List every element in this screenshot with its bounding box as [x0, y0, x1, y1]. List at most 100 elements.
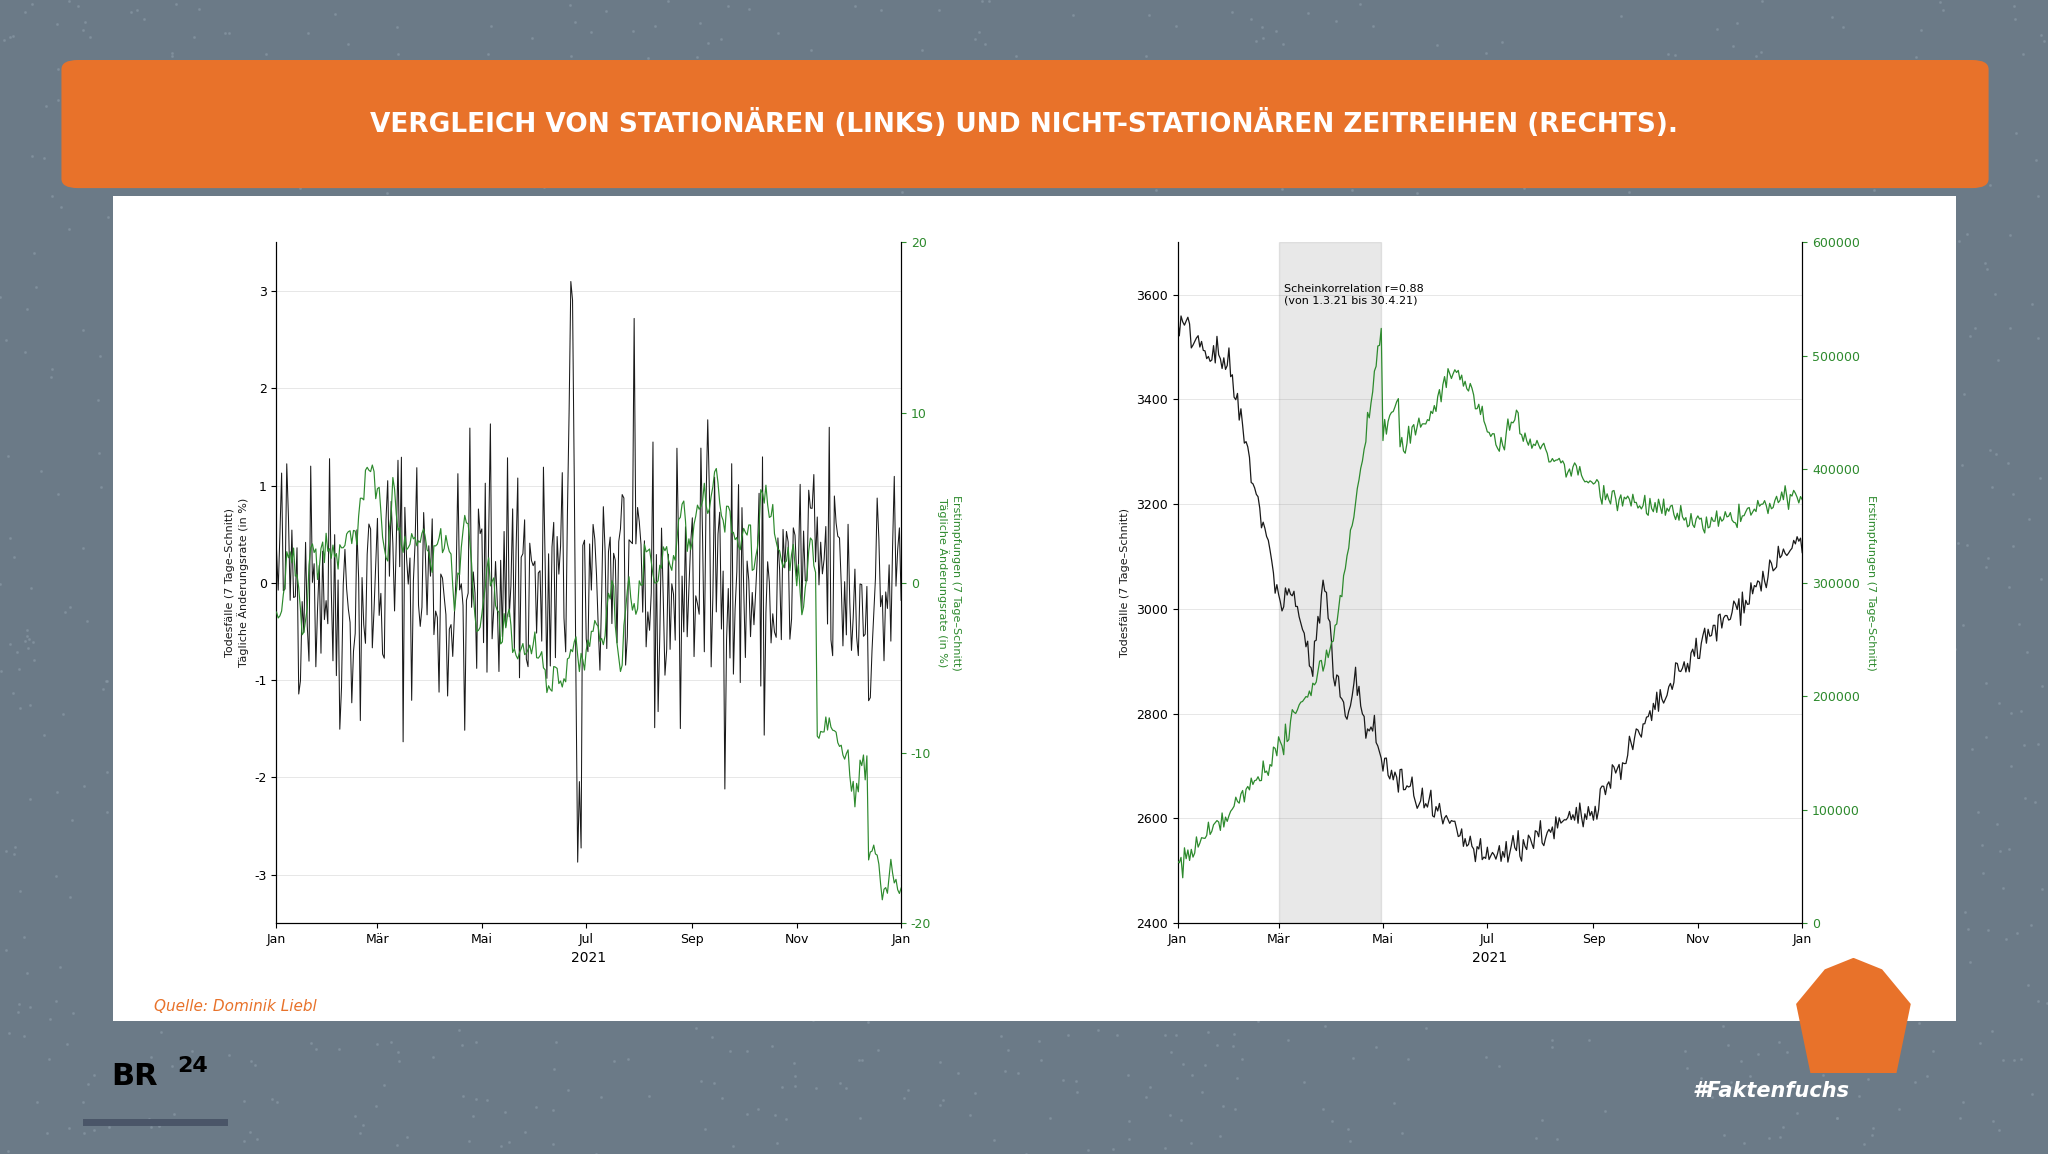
- Point: [90, 672, 123, 690]
- Point: [537, 792, 569, 810]
- Point: [1665, 117, 1698, 135]
- Point: [139, 643, 172, 661]
- Point: [1657, 310, 1690, 329]
- Point: [1343, 277, 1376, 295]
- Point: [29, 726, 61, 744]
- Point: [647, 447, 680, 465]
- Point: [1673, 606, 1706, 624]
- Point: [893, 863, 926, 882]
- Point: [1913, 860, 1946, 878]
- Point: [135, 494, 168, 512]
- Point: [381, 18, 414, 37]
- Point: [864, 592, 897, 610]
- Point: [2025, 25, 2048, 44]
- Point: [836, 966, 868, 984]
- Point: [1100, 995, 1133, 1013]
- Point: [1329, 77, 1362, 96]
- Point: [1626, 937, 1659, 956]
- Point: [1493, 80, 1526, 98]
- Point: [156, 44, 188, 62]
- Point: [1589, 300, 1622, 319]
- Point: [238, 1056, 270, 1074]
- Point: [1882, 712, 1915, 730]
- Point: [1669, 1042, 1702, 1061]
- Point: [584, 234, 616, 253]
- Point: [209, 72, 242, 90]
- Point: [135, 994, 168, 1012]
- Point: [748, 140, 780, 158]
- Point: [645, 800, 678, 818]
- Point: [862, 439, 895, 457]
- Point: [954, 1106, 987, 1124]
- Point: [1184, 60, 1217, 78]
- Point: [1159, 915, 1192, 934]
- Point: [1917, 892, 1950, 911]
- Point: [215, 384, 248, 403]
- Point: [1221, 1070, 1253, 1088]
- Point: [457, 1107, 489, 1125]
- Point: [705, 590, 737, 608]
- Point: [635, 87, 668, 105]
- Point: [233, 527, 266, 546]
- Point: [1130, 46, 1163, 65]
- Point: [707, 703, 739, 721]
- Point: [336, 755, 369, 773]
- Point: [1554, 127, 1587, 145]
- Point: [262, 638, 295, 657]
- Point: [1593, 412, 1626, 430]
- Point: [1217, 188, 1249, 207]
- Point: [84, 478, 117, 496]
- Point: [414, 344, 446, 362]
- Point: [752, 683, 784, 702]
- Point: [1968, 123, 2001, 142]
- Point: [489, 488, 522, 507]
- Point: [1065, 501, 1098, 519]
- Point: [12, 639, 45, 658]
- Point: [1010, 1145, 1042, 1154]
- Point: [1927, 0, 1960, 18]
- Point: [1667, 756, 1700, 774]
- Point: [487, 736, 520, 755]
- Point: [1898, 300, 1931, 319]
- Point: [131, 722, 164, 741]
- Point: [121, 889, 154, 907]
- Point: [1858, 673, 1890, 691]
- Point: [1104, 912, 1137, 930]
- Point: [31, 1124, 63, 1142]
- Point: [1241, 730, 1274, 749]
- Point: [1720, 316, 1753, 335]
- Point: [1016, 922, 1049, 941]
- Point: [41, 782, 74, 801]
- Point: [266, 533, 299, 552]
- Point: [408, 982, 440, 1001]
- Point: [1448, 492, 1481, 510]
- Point: [508, 604, 541, 622]
- Point: [1184, 989, 1217, 1007]
- Point: [1153, 1106, 1186, 1124]
- Point: [2003, 614, 2036, 632]
- Point: [104, 764, 137, 782]
- Point: [1890, 287, 1923, 306]
- Point: [1442, 484, 1475, 502]
- Point: [340, 122, 373, 141]
- Point: [1507, 179, 1540, 197]
- Point: [272, 629, 305, 647]
- Point: [1577, 368, 1610, 387]
- Point: [780, 938, 813, 957]
- Point: [1626, 73, 1659, 91]
- Point: [946, 159, 979, 178]
- Point: [0, 530, 27, 548]
- Point: [639, 664, 672, 682]
- Point: [1133, 1004, 1165, 1022]
- Point: [274, 482, 307, 501]
- Point: [1712, 158, 1745, 177]
- Point: [1595, 315, 1628, 334]
- Point: [1100, 674, 1133, 692]
- Point: [1855, 1126, 1888, 1145]
- Point: [537, 500, 569, 518]
- Point: [952, 245, 985, 263]
- Point: [1739, 47, 1772, 66]
- Point: [864, 1, 897, 20]
- Point: [950, 155, 983, 173]
- Point: [377, 170, 410, 188]
